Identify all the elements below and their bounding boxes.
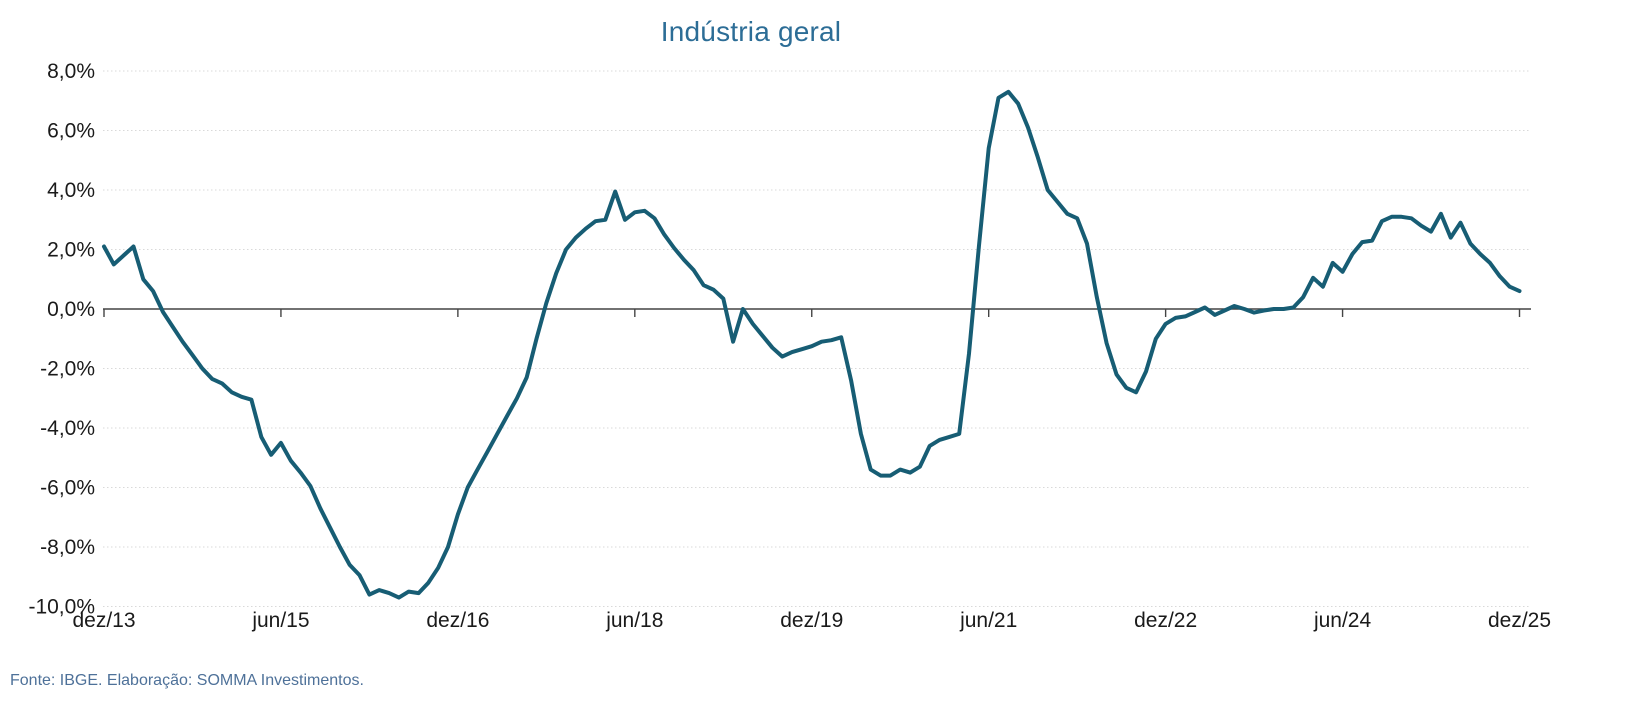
- source-note: Fonte: IBGE. Elaboração: SOMMA Investime…: [10, 672, 364, 689]
- data-line-industria-geral: [102, 89, 1522, 600]
- x-axis-label: jun/18: [605, 609, 663, 632]
- y-axis-label: -4,0%: [40, 417, 95, 440]
- y-axis-label: 0,0%: [47, 298, 95, 321]
- x-axis-label: dez/25: [1488, 609, 1551, 632]
- x-axis-label: dez/16: [426, 609, 489, 632]
- x-axis-label: dez/22: [1134, 609, 1197, 632]
- chart-title: Indústria geral: [660, 16, 842, 47]
- x-axis-label: jun/24: [1313, 609, 1372, 632]
- x-axis-label: dez/13: [72, 609, 135, 632]
- y-axis-label: 2,0%: [47, 239, 95, 262]
- y-axis-label: 6,0%: [47, 120, 95, 143]
- x-axis-label: jun/15: [251, 609, 309, 632]
- y-axis-label: 4,0%: [47, 179, 95, 202]
- y-axis-label: -8,0%: [40, 536, 95, 559]
- x-axis-label: dez/19: [780, 609, 843, 632]
- y-axis-label: -10,0%: [28, 596, 95, 619]
- y-axis-label: -6,0%: [40, 477, 95, 500]
- x-axis-label: jun/21: [959, 609, 1017, 632]
- y-axis-label: 8,0%: [47, 60, 95, 83]
- y-axis-label: -2,0%: [40, 358, 95, 381]
